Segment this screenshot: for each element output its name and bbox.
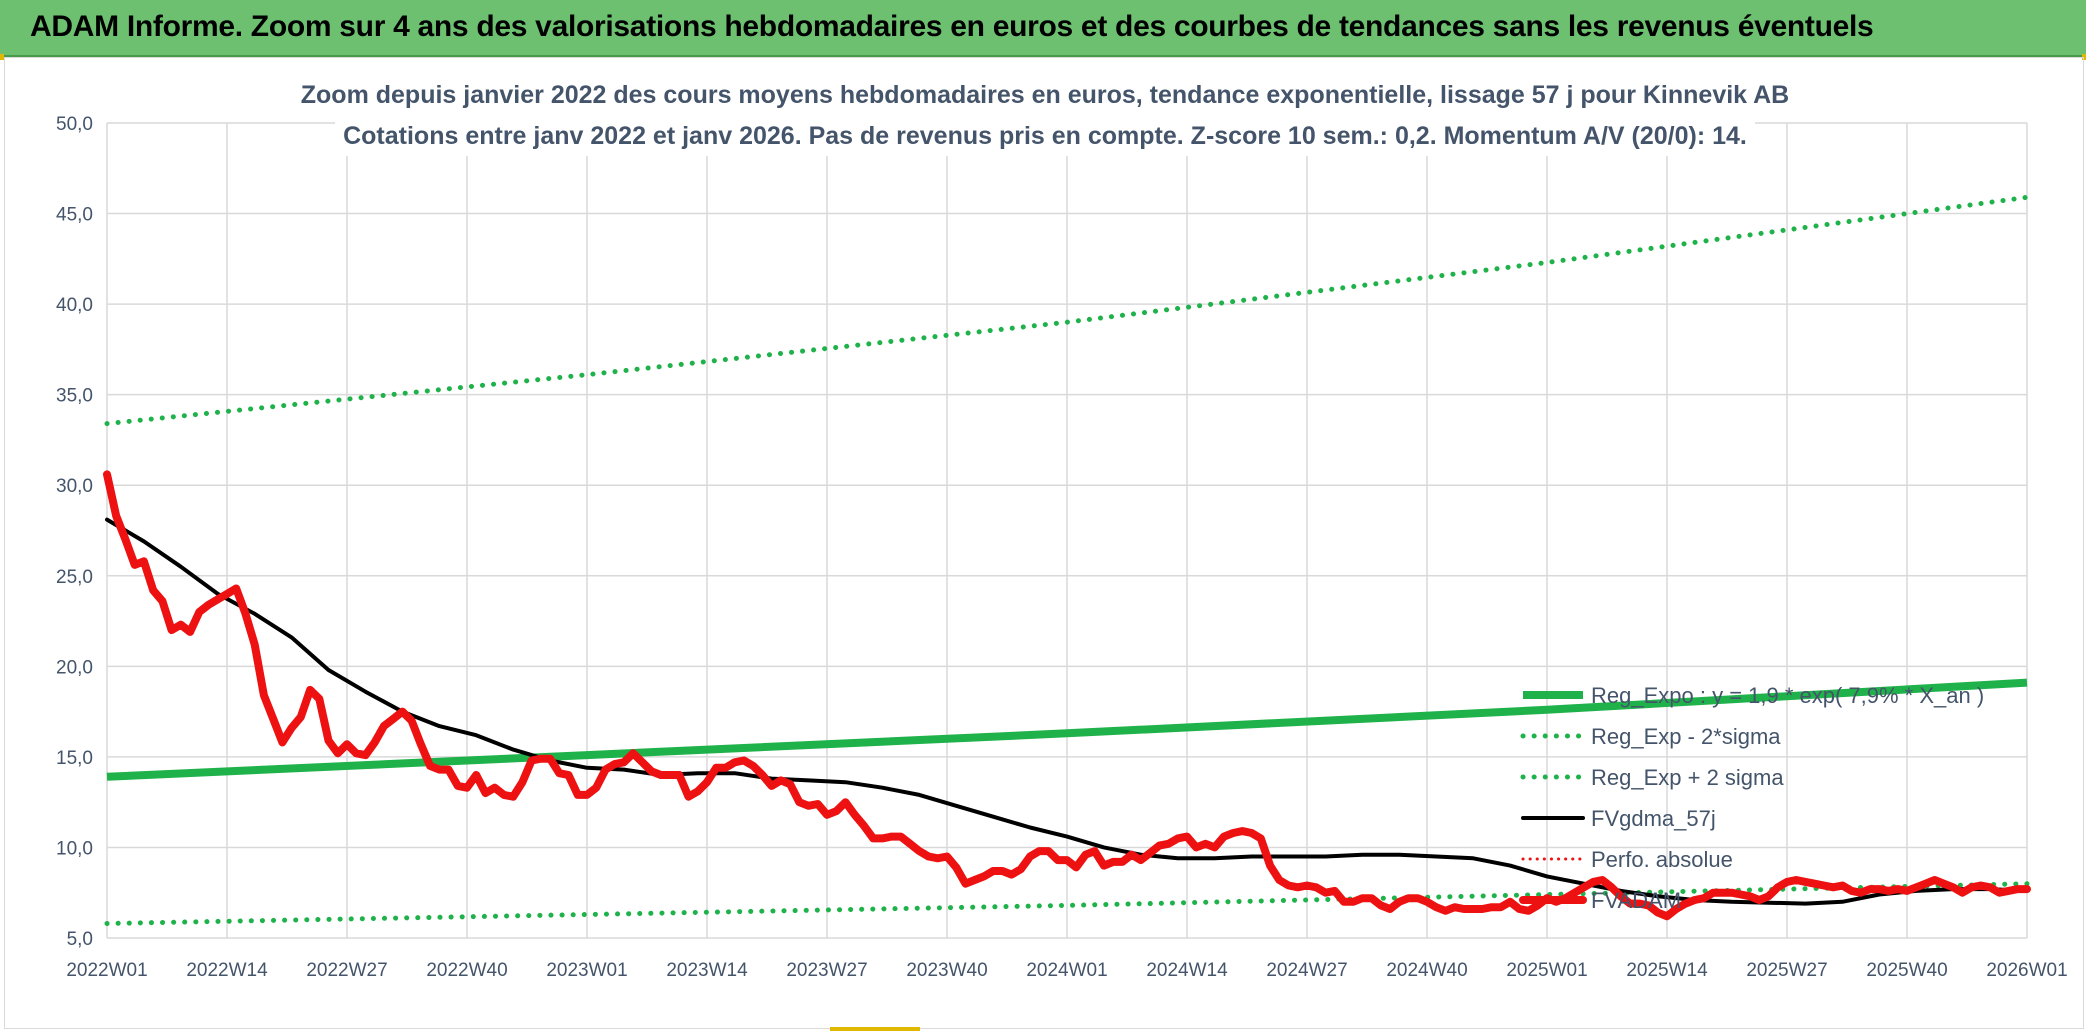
- grid-layer: [106, 122, 2028, 939]
- chart-frame: 5,0 10,0 15,0 20,0 25,0 30,0 35,0 40,0 45,0 50,0 2…: [4, 57, 2084, 1029]
- x-tick-label: 2022W27: [306, 960, 387, 981]
- axis-layer: 5,0 10,0 15,0 20,0 25,0 30,0 35,0 40,0 45,0 50,0 2…: [56, 72, 2068, 981]
- y-tick-label: 30,0: [56, 476, 93, 497]
- x-tick-label: 2022W40: [426, 960, 507, 981]
- x-tick-label: 2026W01: [1986, 960, 2067, 981]
- y-tick-label: 15,0: [56, 748, 93, 769]
- y-tick-label: 5,0: [67, 929, 93, 950]
- x-tick-label: 2023W14: [666, 960, 748, 981]
- legend-label: Reg_Exp - 2*sigma: [1591, 724, 1781, 749]
- series-layer: [103, 194, 2031, 926]
- x-tick-label: 2024W27: [1266, 960, 1347, 981]
- x-tick-label: 2023W40: [906, 960, 987, 981]
- subtitle-background: [335, 114, 1755, 156]
- legend-label: Reg_Expo : y = 1,9 * exp( 7,9% * X_an ): [1591, 683, 1984, 708]
- y-tick-label: 35,0: [56, 386, 93, 407]
- line-chart: 5,0 10,0 15,0 20,0 25,0 30,0 35,0 40,0 45,0 50,0 2…: [56, 72, 2068, 981]
- y-tick-label: 20,0: [56, 657, 93, 678]
- x-tick-label: 2024W14: [1146, 960, 1228, 981]
- legend-label: Reg_Exp + 2 sigma: [1591, 765, 1784, 790]
- x-tick-label: 2025W14: [1626, 960, 1708, 981]
- x-tick-label: 2023W01: [546, 960, 627, 981]
- x-tick-label: 2022W01: [66, 960, 147, 981]
- series-line-fvadam: [103, 470, 2031, 921]
- legend-label: FVgdma_57j: [1591, 806, 1716, 831]
- series-line-reg-exp-2-sigma: [104, 194, 2030, 427]
- corner-accent-right: [2082, 54, 2086, 60]
- x-tick-label: 2024W40: [1386, 960, 1467, 981]
- title-background: [335, 72, 1755, 114]
- series-line-reg-exp-2-sigma: [104, 881, 2030, 926]
- x-tick-label: 2025W27: [1746, 960, 1827, 981]
- x-tick-label: 2025W40: [1866, 960, 1947, 981]
- report-title: ADAM Informe. Zoom sur 4 ans des valoris…: [30, 10, 1874, 43]
- legend: Reg_Expo : y = 1,9 * exp( 7,9% * X_an ) R…: [1519, 683, 1984, 913]
- legend-label: FVADAM: [1591, 888, 1681, 913]
- chart-subtitle: Cotations entre janv 2022 et janv 2026. …: [343, 122, 1747, 150]
- x-tick-label: 2022W14: [186, 960, 268, 981]
- corner-accent-left: [0, 54, 4, 60]
- y-tick-label: 25,0: [56, 567, 93, 588]
- y-tick-label: 10,0: [56, 838, 93, 859]
- legend-label: Perfo. absolue: [1591, 847, 1733, 872]
- x-tick-label: 2025W01: [1506, 960, 1587, 981]
- y-tick-label: 45,0: [56, 205, 93, 226]
- x-tick-label: 2024W01: [1026, 960, 1107, 981]
- x-tick-label: 2023W27: [786, 960, 867, 981]
- report-banner: ADAM Informe. Zoom sur 4 ans des valoris…: [0, 0, 2086, 57]
- bottom-accent: [830, 1027, 920, 1031]
- y-tick-label: 40,0: [56, 295, 93, 316]
- chart-title: Zoom depuis janvier 2022 des cours moyen…: [301, 81, 1789, 109]
- y-tick-label: 50,0: [56, 114, 93, 135]
